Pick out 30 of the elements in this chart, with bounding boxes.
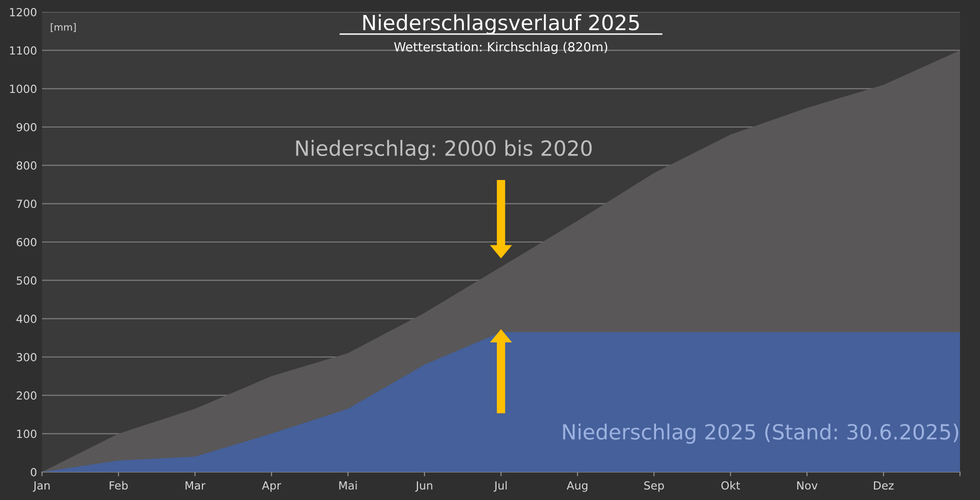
x-tick-label: Jul — [494, 481, 507, 492]
y-axis-title: [mm] — [50, 23, 76, 32]
x-tick-label: Okt — [721, 481, 740, 490]
x-tick-label: Mar — [186, 481, 206, 490]
y-tick-label: 600 — [16, 238, 36, 246]
x-tick-label: Apr — [262, 481, 282, 492]
x-tick-label: Jan — [32, 481, 50, 492]
y-tick-label: 400 — [16, 314, 36, 324]
y-tick-label: 300 — [16, 352, 36, 362]
x-tick-label: Mai — [339, 481, 357, 490]
x-tick-label: Jun — [415, 481, 432, 492]
y-tick-label: 0 — [30, 468, 36, 476]
y-tick-label: 100 — [17, 430, 36, 438]
y-tick-label: 1100 — [10, 46, 36, 55]
y-tick-label: 1000 — [10, 84, 36, 94]
y-tick-label: 800 — [16, 161, 36, 170]
x-tick-label: Nov — [797, 481, 818, 490]
y-tick-label: 500 — [16, 276, 36, 285]
y-tick-label: 700 — [16, 200, 36, 208]
y-tick-label: 200 — [16, 391, 36, 400]
x-tick-label: Sep — [644, 481, 664, 492]
y-tick-label: 1200 — [10, 8, 36, 16]
chart-title: Niederschlagsverlauf 2025 — [363, 14, 639, 34]
x-tick-label: Feb — [110, 481, 128, 490]
y-tick-label: 900 — [16, 122, 36, 132]
series-label: Niederschlag 2025 (Stand: 30.6.2025) — [563, 424, 958, 444]
text: Wetterstation: Kirchschlag (820m) — [394, 42, 608, 54]
x-tick-label: Aug — [566, 481, 588, 492]
text: Niederschlag: 2000 bis 2020 — [296, 140, 592, 160]
x-tick-label: Dez — [874, 481, 894, 490]
